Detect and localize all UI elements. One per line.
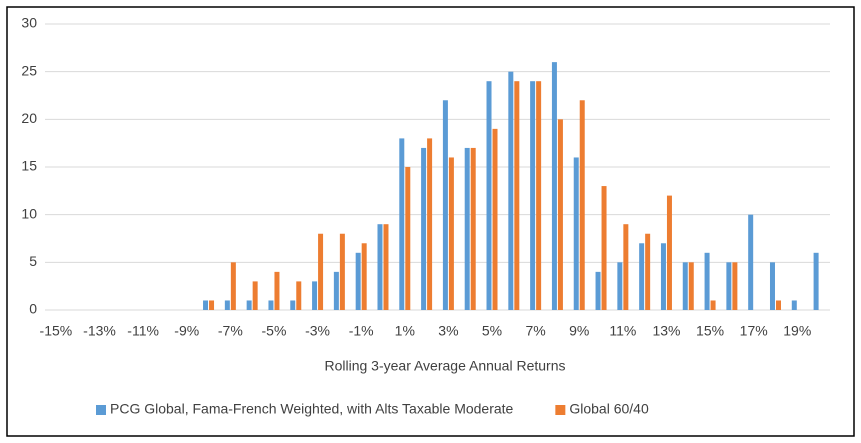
bar bbox=[639, 243, 645, 310]
legend-swatch bbox=[96, 405, 106, 415]
bar bbox=[290, 300, 296, 310]
bar bbox=[536, 81, 542, 310]
bar bbox=[601, 186, 607, 310]
bar bbox=[361, 243, 367, 310]
bar bbox=[296, 281, 302, 310]
bar bbox=[333, 271, 339, 310]
bar bbox=[312, 281, 318, 310]
bar bbox=[492, 128, 498, 310]
bar bbox=[595, 271, 601, 310]
bar bbox=[230, 262, 236, 310]
x-tick-label: -9% bbox=[174, 323, 199, 339]
bar bbox=[791, 300, 797, 310]
bar bbox=[573, 157, 579, 310]
bar bbox=[579, 100, 585, 311]
x-tick-label: -3% bbox=[305, 323, 330, 339]
bar bbox=[775, 300, 781, 310]
x-tick-label: 15% bbox=[696, 323, 724, 339]
bar bbox=[645, 233, 651, 310]
bar bbox=[464, 147, 470, 310]
x-tick-label: 19% bbox=[783, 323, 811, 339]
x-tick-label: 5% bbox=[482, 323, 502, 339]
bar bbox=[710, 300, 716, 310]
bar bbox=[339, 233, 345, 310]
bar bbox=[224, 300, 230, 310]
bar bbox=[355, 252, 361, 310]
bar bbox=[252, 281, 258, 310]
bar bbox=[551, 62, 557, 311]
y-tick-label: 0 bbox=[29, 301, 37, 317]
bar bbox=[508, 71, 514, 311]
bar bbox=[623, 224, 629, 310]
x-axis-label: Rolling 3-year Average Annual Returns bbox=[324, 358, 565, 374]
bar bbox=[405, 167, 411, 310]
y-tick-label: 10 bbox=[21, 205, 37, 221]
bar bbox=[274, 271, 280, 310]
x-tick-label: -11% bbox=[127, 323, 159, 339]
legend-label: PCG Global, Fama-French Weighted, with A… bbox=[110, 401, 514, 417]
bar bbox=[268, 300, 274, 310]
bar bbox=[726, 262, 732, 310]
bar bbox=[470, 147, 476, 310]
y-tick-label: 5 bbox=[29, 253, 37, 269]
x-tick-label: -5% bbox=[262, 323, 287, 339]
bar bbox=[514, 81, 520, 310]
bar bbox=[442, 100, 448, 311]
bar bbox=[203, 300, 209, 310]
bar bbox=[660, 243, 666, 310]
bar bbox=[427, 138, 433, 310]
y-tick-label: 15 bbox=[21, 158, 37, 174]
x-tick-label: -7% bbox=[218, 323, 243, 339]
bar bbox=[209, 300, 215, 310]
y-tick-label: 30 bbox=[21, 15, 37, 31]
x-tick-label: 9% bbox=[569, 323, 589, 339]
bar bbox=[530, 81, 536, 310]
y-tick-label: 25 bbox=[21, 62, 37, 78]
bar bbox=[769, 262, 775, 310]
x-tick-label: -13% bbox=[83, 323, 116, 339]
bar bbox=[666, 195, 672, 310]
bar bbox=[704, 252, 710, 310]
x-tick-label: 1% bbox=[395, 323, 415, 339]
bar bbox=[688, 262, 694, 310]
bar bbox=[748, 214, 754, 310]
bar bbox=[617, 262, 623, 310]
bar bbox=[813, 252, 819, 310]
legend-swatch bbox=[555, 405, 566, 415]
bar bbox=[682, 262, 688, 310]
bar bbox=[318, 233, 324, 310]
x-tick-label: 13% bbox=[652, 323, 680, 339]
x-tick-label: 17% bbox=[740, 323, 768, 339]
bar bbox=[246, 300, 252, 310]
x-tick-label: 3% bbox=[438, 323, 458, 339]
y-tick-label: 20 bbox=[21, 110, 37, 126]
legend-label: Global 60/40 bbox=[569, 401, 649, 417]
bar bbox=[421, 147, 427, 310]
bar bbox=[377, 224, 383, 310]
bar bbox=[399, 138, 405, 310]
x-tick-label: 7% bbox=[526, 323, 546, 339]
bar bbox=[448, 157, 454, 310]
bar bbox=[383, 224, 389, 310]
x-tick-label: -1% bbox=[349, 323, 374, 339]
x-tick-label: -15% bbox=[40, 323, 73, 339]
bar bbox=[732, 262, 738, 310]
bar bbox=[557, 119, 563, 310]
x-tick-label: 11% bbox=[609, 323, 636, 339]
bar bbox=[486, 81, 492, 310]
